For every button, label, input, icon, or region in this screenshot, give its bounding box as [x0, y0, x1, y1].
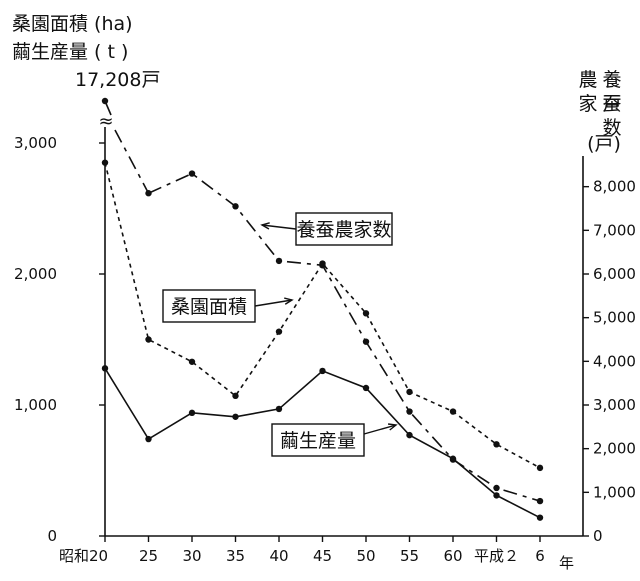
series-1	[101, 159, 544, 472]
break-annotation: 17,208戸	[75, 69, 160, 91]
callout-box	[271, 423, 365, 457]
right-axis-unit: (戸)	[587, 133, 621, 155]
data-point	[275, 405, 283, 413]
data-point	[493, 484, 500, 492]
data-point	[362, 338, 370, 345]
right-axis-title-char: 養	[602, 69, 621, 91]
x-tick-label: 55	[400, 547, 419, 565]
data-point	[362, 384, 370, 392]
x-tick-label: 35	[226, 547, 245, 565]
right-tick-label: 4,000	[593, 352, 636, 370]
left-tick-label: 0	[47, 527, 57, 545]
right-tick-label: 1,000	[593, 483, 636, 501]
data-point	[275, 257, 283, 265]
right-axis-title-char: 戸	[602, 93, 621, 115]
data-point	[232, 413, 239, 420]
right-tick-label: 2,000	[593, 440, 636, 458]
callout-label: 養蚕農家数	[296, 219, 391, 241]
data-point	[449, 455, 457, 462]
series-line-1	[104, 162, 541, 469]
series-layer: ≈17,208戸	[75, 69, 544, 521]
left-tick-label: 3,000	[14, 134, 57, 152]
data-point	[232, 392, 239, 400]
x-tick-label: 6	[535, 547, 545, 565]
data-point	[449, 408, 457, 415]
x-tick-label: 60	[443, 547, 462, 565]
series-break-bottom	[114, 129, 150, 194]
callout-2: 繭生産量	[271, 423, 398, 457]
x-tick-label: 25	[139, 547, 158, 565]
x-tick-label: 50	[356, 547, 375, 565]
left-tick-label: 1,000	[14, 396, 57, 414]
x-tick-label: 平成２	[474, 547, 519, 565]
data-point	[536, 464, 544, 472]
chart-title-line-2: 繭生産量 ( t )	[12, 41, 128, 63]
title-block: 桑園面積 (ha) 繭生産量 ( t )	[12, 13, 133, 63]
right-tick-label: 8,000	[593, 178, 636, 196]
x-tick-label: 30	[182, 547, 201, 565]
x-tick-label: 昭和20	[59, 547, 108, 565]
data-point	[101, 365, 109, 372]
callout-arrow	[363, 424, 397, 435]
right-tick-label: 0	[593, 527, 603, 545]
data-point	[275, 328, 283, 335]
data-point	[536, 514, 544, 521]
right-axis-title-char: 数	[602, 117, 621, 139]
right-axis-title-char: 蚕	[602, 93, 621, 115]
chart-title-line-1: 桑園面積 (ha)	[12, 13, 133, 35]
axes: 0 1,000 2,000 3,000 0 1,000 2,000 3,000 4,000 5,0…	[14, 127, 636, 572]
left-tick-label: 2,000	[14, 265, 57, 283]
right-tick-label: 7,000	[593, 221, 636, 239]
data-point	[101, 159, 109, 166]
right-axis-title-char: 家	[578, 93, 597, 115]
data-point	[406, 408, 413, 415]
data-point	[188, 358, 196, 365]
data-point	[188, 170, 196, 177]
callout-1: 桑園面積	[162, 289, 294, 323]
callout-arrowhead	[260, 222, 270, 230]
data-point	[232, 203, 239, 210]
series-2	[101, 365, 544, 521]
callout-label: 繭生産量	[280, 430, 356, 452]
callout-arrow	[261, 224, 297, 230]
data-point	[493, 492, 500, 499]
data-point	[319, 260, 326, 267]
data-point	[319, 367, 326, 375]
axis-break-mark: ≈	[98, 111, 113, 132]
right-tick-label: 3,000	[593, 396, 636, 414]
data-point	[406, 431, 413, 439]
series-break-top	[104, 100, 112, 116]
callout-arrowhead	[284, 297, 294, 305]
data-point	[188, 409, 196, 417]
right-tick-label: 6,000	[593, 265, 636, 283]
callout-arrow	[254, 299, 293, 307]
data-point	[145, 435, 152, 443]
x-tick-label: 45	[313, 547, 332, 565]
x-axis-suffix: 年	[559, 554, 574, 572]
callout-0: 養蚕農家数	[260, 212, 393, 246]
callout-arrowhead	[387, 423, 398, 431]
x-tick-label: 40	[269, 547, 288, 565]
right-tick-label: 5,000	[593, 309, 636, 327]
data-point	[145, 336, 152, 343]
data-point	[536, 497, 544, 505]
data-point	[362, 310, 370, 317]
callout-label: 桑園面積	[171, 296, 247, 318]
data-point	[406, 388, 413, 396]
right-axis-title-char: 農	[578, 69, 597, 91]
data-point	[493, 441, 500, 448]
